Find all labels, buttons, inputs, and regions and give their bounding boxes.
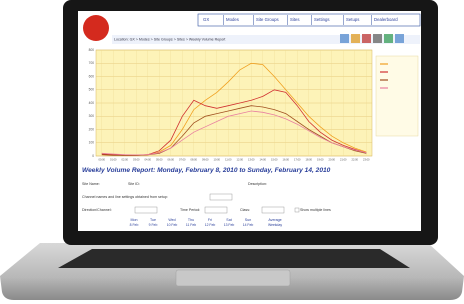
nav-link[interactable]: Setups — [346, 17, 359, 22]
day-date: 14 Feb — [243, 223, 254, 227]
day-name: Sat — [226, 218, 231, 222]
dropdown[interactable] — [210, 194, 232, 200]
location: Location: GX > Modes > Site Groups > Sit… — [114, 37, 225, 41]
checkbox[interactable] — [295, 208, 299, 212]
x-tick-label: 21:00 — [340, 158, 347, 162]
x-tick-label: 20:00 — [329, 158, 336, 162]
form-label: Site Name: — [82, 182, 100, 186]
x-tick-label: 19:00 — [317, 158, 324, 162]
dropdown[interactable] — [205, 207, 227, 213]
logo — [83, 15, 109, 41]
y-tick-label: 400 — [89, 101, 95, 105]
y-tick-label: 300 — [89, 114, 95, 118]
x-tick-label: 17:00 — [294, 158, 301, 162]
day-date: 11 Feb — [186, 223, 196, 227]
y-tick-label: 700 — [89, 61, 95, 65]
x-tick-label: 01:00 — [110, 158, 117, 162]
x-tick-label: 11:00 — [225, 158, 232, 162]
x-tick-label: 02:00 — [122, 158, 129, 162]
dropdown[interactable] — [135, 207, 157, 213]
y-tick-label: 0 — [92, 154, 94, 158]
day-date: 8 Feb — [130, 223, 139, 227]
x-tick-label: 03:00 — [133, 158, 140, 162]
y-tick-label: 100 — [89, 141, 95, 145]
y-tick-label: 600 — [89, 74, 95, 78]
x-tick-label: 08:00 — [191, 158, 198, 162]
form-label: Site ID: — [128, 182, 140, 186]
day-date: Weekday — [268, 223, 282, 227]
nav-link[interactable]: Dealerboard — [374, 17, 398, 22]
x-tick-label: 00:00 — [99, 158, 106, 162]
toolbar-icon[interactable] — [351, 34, 360, 43]
day-date: 9 Feb — [149, 223, 158, 227]
x-tick-label: 07:00 — [179, 158, 186, 162]
x-tick-label: 14:00 — [260, 158, 267, 162]
x-tick-label: 06:00 — [168, 158, 175, 162]
x-tick-label: 15:00 — [271, 158, 278, 162]
trackpad — [176, 270, 290, 286]
form-label: Description: — [248, 182, 267, 186]
x-tick-label: 09:00 — [202, 158, 209, 162]
x-tick-label: 18:00 — [306, 158, 313, 162]
form-label: Direction/Channel: — [82, 208, 112, 212]
day-date: 10 Feb — [167, 223, 178, 227]
keyboard — [58, 249, 410, 268]
y-tick-label: 500 — [89, 88, 95, 92]
toolbar-icon[interactable] — [373, 34, 382, 43]
nav-link[interactable]: Site Groups — [256, 17, 279, 22]
day-name: Tue — [150, 218, 156, 222]
y-tick-label: 800 — [89, 48, 95, 52]
nav-link[interactable]: Settings — [314, 17, 330, 22]
day-date: 12 Feb — [205, 223, 216, 227]
x-tick-label: 13:00 — [248, 158, 255, 162]
day-name: Thu — [188, 218, 194, 222]
x-tick-label: 05:00 — [156, 158, 163, 162]
report-title: Weekly Volume Report: Monday, February 8… — [82, 167, 331, 174]
toolbar-icon[interactable] — [340, 34, 349, 43]
toolbar-icon[interactable] — [362, 34, 371, 43]
form-label: Show multiple lines — [300, 208, 331, 212]
day-name: Sun — [245, 218, 251, 222]
day-name: Fri — [208, 218, 212, 222]
day-name: Wed — [168, 218, 175, 222]
form-label: Class: — [240, 208, 250, 212]
nav-link[interactable]: GX — [203, 17, 209, 22]
x-tick-label: 10:00 — [214, 158, 221, 162]
form-label: Time Period: — [180, 208, 200, 212]
form-label: Channel names and line settings obtained… — [82, 195, 168, 199]
x-tick-label: 12:00 — [237, 158, 244, 162]
x-tick-label: 16:00 — [283, 158, 290, 162]
x-tick-label: 04:00 — [145, 158, 152, 162]
day-name: Average — [268, 218, 281, 222]
toolbar-icon[interactable] — [384, 34, 393, 43]
day-name: Mon — [131, 218, 138, 222]
y-tick-label: 200 — [89, 127, 95, 131]
dropdown[interactable] — [262, 207, 284, 213]
x-tick-label: 23:00 — [363, 158, 370, 162]
laptop-screenshot: Weekly Volume Report: Monday, February 8… — [0, 0, 464, 304]
toolbar-icon[interactable] — [395, 34, 404, 43]
legend-box — [376, 56, 418, 136]
nav-link[interactable]: Sites — [290, 17, 300, 22]
nav-link[interactable]: Modes — [226, 17, 239, 22]
x-tick-label: 22:00 — [352, 158, 359, 162]
day-date: 13 Feb — [224, 223, 235, 227]
